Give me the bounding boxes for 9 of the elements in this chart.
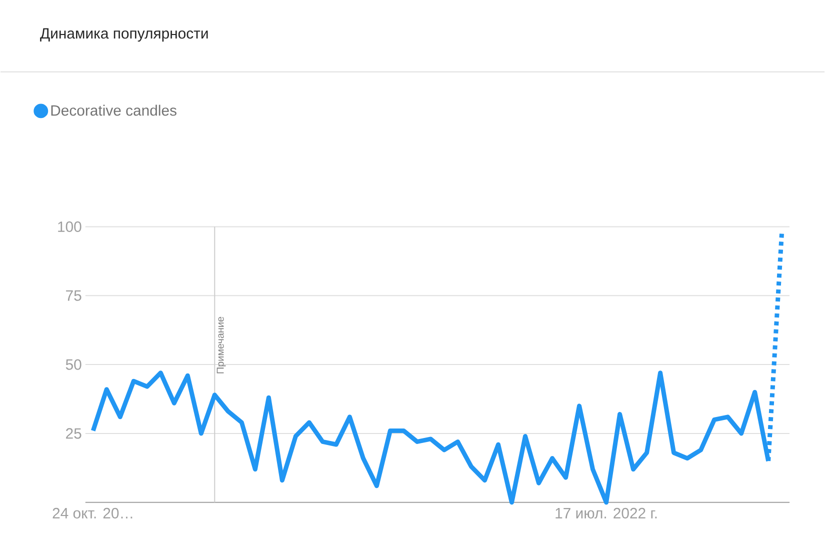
ref-line-label: Примечание [216,316,226,374]
x-tick-label: 24 окт. 20… [52,508,132,518]
y-tick-label: 100 [58,221,82,232]
y-tick-label: 25 [66,428,82,439]
y-tick-label: 75 [66,290,82,301]
y-tick-label: 50 [66,359,82,370]
chart-title: Динамика популярности [40,28,208,42]
legend-label: Decorative candles [51,104,176,116]
x-tick-label: 17 июл. 2022 г. [556,508,657,518]
